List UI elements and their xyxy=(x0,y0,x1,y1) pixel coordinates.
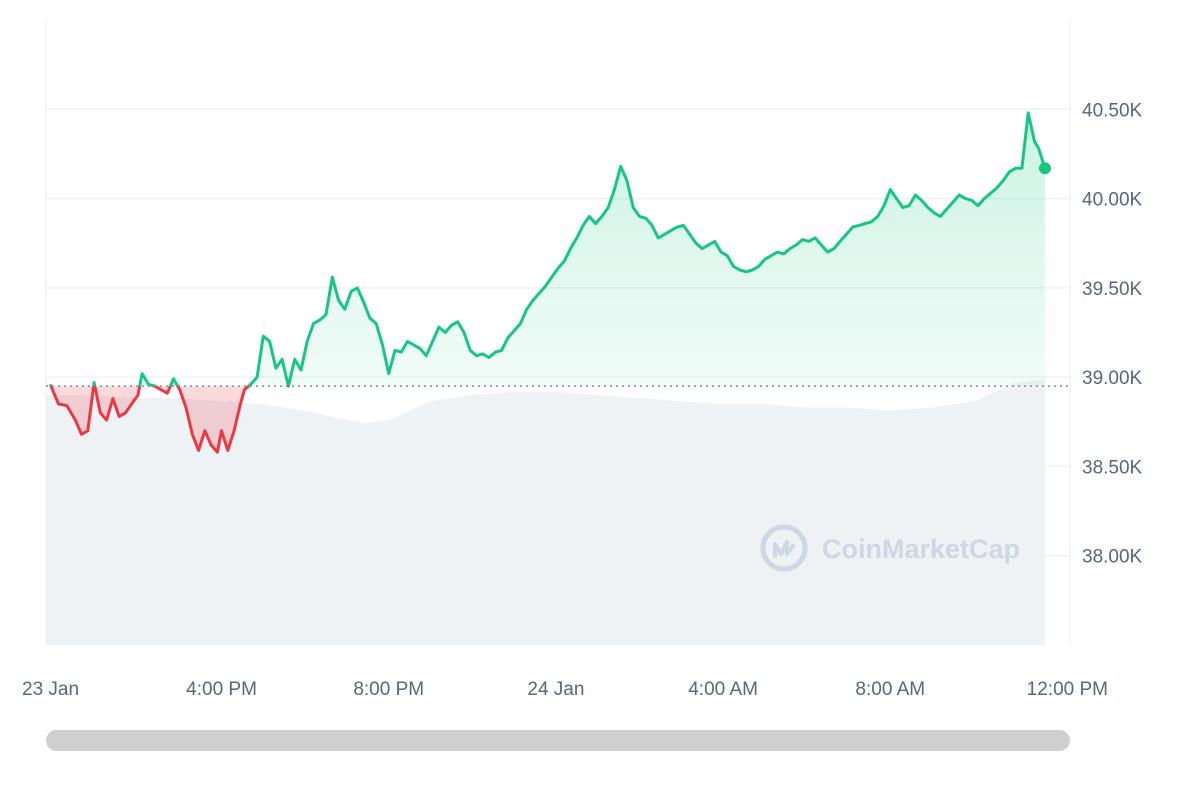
y-tick-label: 39.50K xyxy=(1082,279,1143,300)
x-tick-label: 8:00 PM xyxy=(353,679,424,700)
x-tick-label: 12:00 PM xyxy=(1027,679,1108,700)
scrollbar-thumb[interactable] xyxy=(46,730,1070,751)
x-tick-label: 4:00 AM xyxy=(688,679,758,700)
watermark-text: CoinMarketCap xyxy=(822,534,1020,564)
y-tick-label: 39.00K xyxy=(1082,368,1143,389)
x-tick-label: 4:00 PM xyxy=(186,679,257,700)
price-area-fill xyxy=(50,112,1045,453)
x-tick-label: 23 Jan xyxy=(22,679,79,700)
watermark: CoinMarketCap xyxy=(760,524,1020,572)
price-line-up xyxy=(48,111,1047,387)
y-tick-label: 40.50K xyxy=(1082,100,1143,121)
x-tick-label: 8:00 AM xyxy=(855,679,925,700)
price-line-down xyxy=(49,386,290,454)
volume-area xyxy=(46,379,1045,645)
y-axis-labels: 40.50K 40.00K 39.50K 39.00K 38.50K 38.00K xyxy=(1082,100,1143,567)
area-fill-up xyxy=(50,112,1045,387)
coinmarketcap-logo-icon xyxy=(760,524,808,572)
x-axis-labels: 23 Jan 4:00 PM 8:00 PM 24 Jan 4:00 AM 8:00 AM… xyxy=(22,679,1108,700)
y-tick-label: 38.50K xyxy=(1082,457,1143,478)
volume-bars xyxy=(46,379,1045,645)
price-line xyxy=(48,111,1051,454)
y-tick-label: 38.00K xyxy=(1082,547,1143,568)
current-price-dot xyxy=(1038,162,1051,175)
y-tick-label: 40.00K xyxy=(1082,190,1143,211)
x-tick-label: 24 Jan xyxy=(527,679,584,700)
chart-range-scrollbar[interactable] xyxy=(46,730,1070,751)
